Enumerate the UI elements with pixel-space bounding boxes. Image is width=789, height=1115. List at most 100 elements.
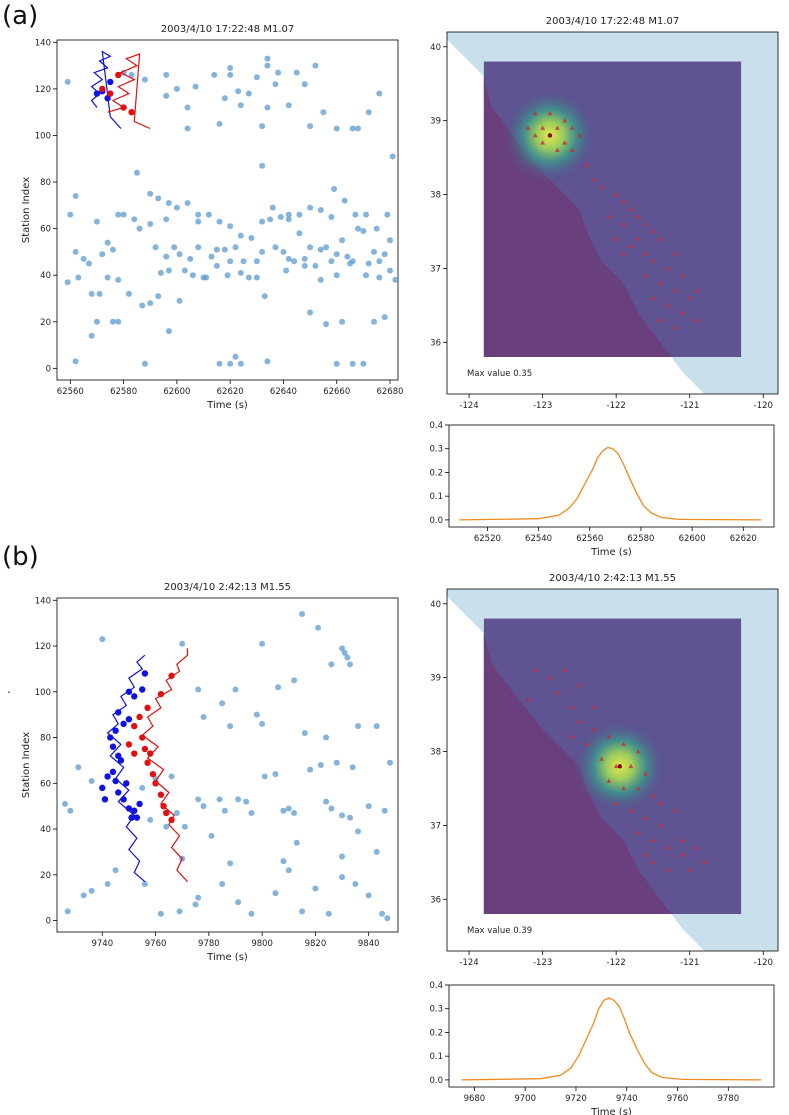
b-picks-xtick-label: 9840 [358, 939, 380, 949]
a-picks-pick-point [141, 360, 148, 367]
a-picks-pick-point [237, 360, 244, 367]
a-picks-pick-point [163, 216, 170, 223]
b-picks-pick-point [315, 624, 322, 631]
a-map-map-layers [447, 32, 778, 394]
a-picks-ytick-label: 100 [35, 131, 51, 141]
a-map-station-marker [569, 125, 575, 130]
b-picks-p-pick-point [101, 796, 109, 803]
a-picks-pick-point [365, 260, 372, 267]
a-map-station-marker [532, 132, 538, 138]
a-picks-pick-point [317, 246, 324, 253]
a-picks-plot-frame [56, 39, 399, 381]
b-picks-pick-point [216, 796, 223, 803]
a-picks-ytick-label: 60 [40, 225, 51, 235]
b-picks-pick-point [104, 880, 111, 887]
b-picks-p-pick-point [115, 789, 122, 796]
b-picks-title: 2003/4/10 2:42:13 M1.55 [164, 582, 291, 593]
b-picks-marks [61, 611, 394, 922]
a-map-station-marker [599, 184, 604, 189]
a-map-station-marker [635, 236, 641, 241]
a-picks-pick-point [85, 260, 92, 267]
b-picks-p-pick-point [125, 688, 133, 695]
a-picks-pick-point [371, 318, 378, 325]
b-picks-s-pick-point [144, 704, 151, 712]
b-picks-pick-point [235, 899, 242, 906]
b-picks-s-pick-point [157, 690, 165, 698]
a-picks-pick-point [216, 360, 223, 367]
a-picks-s-wave-curve [107, 53, 151, 130]
a-picks-pick-point [109, 318, 116, 325]
a-picks-pick-point [264, 62, 271, 69]
b-likelihood-ytick-label: 0.0 [429, 1076, 443, 1086]
a-picks-xtick-label: 62580 [110, 387, 137, 397]
b-picks-ytick-label: 60 [40, 779, 51, 789]
b-picks-p-pick-point [136, 800, 143, 808]
b-map-ytick-label: 40 [430, 600, 441, 610]
b-picks-pick-point [157, 910, 164, 917]
a-picks-pick-point [285, 255, 292, 262]
b-map-station-marker [679, 852, 685, 857]
a-picks-pick-point [165, 328, 172, 335]
b-map-plot-frame [446, 588, 779, 952]
b-picks-pick-point [200, 713, 207, 720]
a-picks-pick-point [93, 218, 100, 225]
a-likelihood-xtick-label: 62520 [474, 534, 501, 544]
a-picks-pick-point [176, 251, 183, 258]
b-picks-pick-point [141, 880, 148, 887]
a-picks-pick-point [72, 248, 79, 255]
a-picks-pick-point [184, 200, 191, 207]
b-likelihood-xlabel: Time (s) [590, 1107, 632, 1115]
b-map-heat-grid [483, 618, 742, 915]
a-picks-pick-point [237, 232, 244, 239]
a-picks-pick-point [259, 162, 266, 169]
b-picks-pick-point [291, 677, 298, 684]
b-picks-pick-point [259, 640, 266, 647]
a-picks-pick-point [109, 246, 116, 253]
a-likelihood-ytick-label: 0.0 [429, 516, 443, 526]
b-picks-p-pick-point [125, 716, 133, 723]
b-picks-pick-point [176, 908, 183, 915]
b-picks-ytick-label: 40 [40, 825, 51, 835]
b-picks-pick-point [291, 810, 298, 817]
a-map-station-marker [643, 251, 648, 256]
b-map-xtick-label: -123 [533, 958, 552, 968]
b-map-station-marker [665, 844, 671, 850]
a-picks-pick-point [381, 314, 388, 321]
b-picks-p-pick-point [112, 777, 119, 785]
a-picks-pick-point [221, 246, 228, 253]
a-picks-pick-point [328, 213, 335, 220]
a-picks-pick-point [240, 258, 247, 265]
a-picks-pick-point [320, 109, 327, 116]
a-picks-pick-point [213, 262, 220, 269]
a-picks-axes: 62560 62580 62600 62620 62640 62660 62680 0 20 40… [21, 24, 404, 411]
a-likelihood-xlabel: Time (s) [590, 547, 632, 558]
a-picks-s-pick-point [128, 108, 135, 116]
b-picks-pick-point [379, 910, 386, 917]
b-picks-plot-frame [56, 597, 399, 933]
a-map-xtick-label: -122 [607, 401, 626, 411]
b-picks-pick-point [232, 686, 239, 693]
b-picks-s-pick-point [163, 809, 170, 817]
b-likelihood-xtick-label: 9740 [616, 1094, 638, 1104]
a-picks-pick-point [139, 302, 146, 309]
a-picks-pick-point [72, 193, 79, 200]
a-picks-pick-point [301, 262, 308, 269]
a-map-station-marker [694, 287, 700, 293]
a-map-ytick-label: 39 [430, 117, 441, 127]
b-map-station-marker [635, 830, 641, 835]
a-picks-pick-point [237, 269, 244, 276]
b-picks-pick-point [163, 823, 170, 830]
b-likelihood-xtick-label: 9680 [464, 1094, 486, 1104]
b-picks-axes: 9740 9760 9780 9800 9820 9840 0 20 40 60 80 100 120 1… [21, 582, 399, 963]
b-map-station-marker [643, 771, 648, 776]
a-picks-xtick-label: 62620 [217, 387, 244, 397]
a-picks-pick-point [224, 272, 231, 279]
b-picks-pick-point [328, 805, 335, 812]
b-picks-ytick-label: 80 [40, 734, 51, 744]
b-map-station-marker [694, 844, 700, 850]
a-picks-s-pick-point [107, 90, 114, 97]
b-map-station-marker [591, 704, 597, 710]
a-picks-pick-point [248, 234, 255, 241]
b-picks-pick-point [275, 684, 282, 691]
a-picks-pick-point [176, 297, 183, 304]
